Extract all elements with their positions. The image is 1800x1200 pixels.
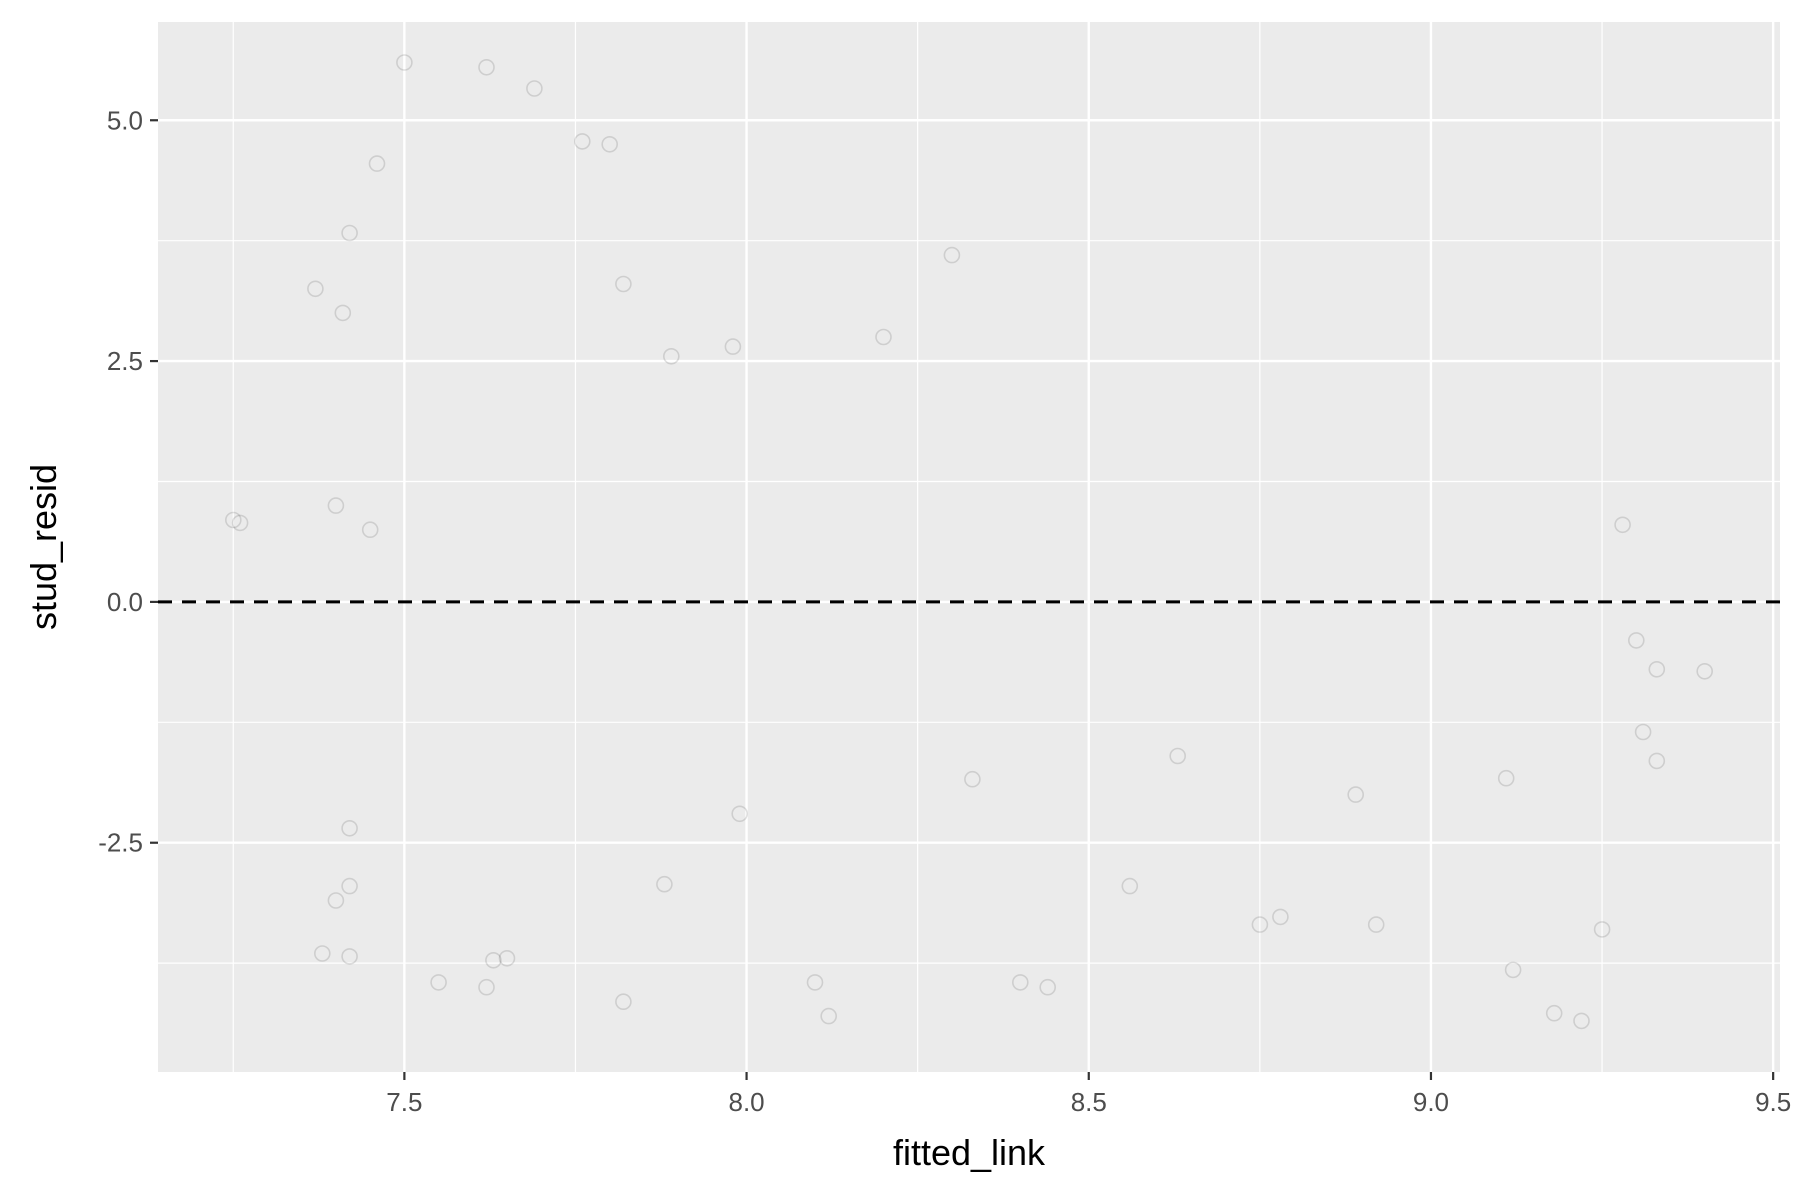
data-point [1011, 974, 1029, 991]
panel-background [158, 22, 1780, 1072]
x-tick-label: 9.5 [1755, 1087, 1791, 1117]
x-tick-label: 8.5 [1071, 1087, 1107, 1117]
data-point [478, 59, 495, 76]
data-point [485, 951, 502, 969]
data-point [498, 949, 516, 967]
y-tick-label: 2.5 [107, 346, 143, 376]
data-point [1614, 516, 1631, 534]
data-point [1272, 908, 1289, 926]
data-point [1573, 1012, 1590, 1030]
data-point [334, 304, 352, 322]
grid-minor [158, 22, 1780, 1072]
x-tick-label: 8.0 [728, 1087, 764, 1117]
data-point [1251, 916, 1269, 933]
data-point [396, 54, 413, 71]
data-point [225, 511, 242, 529]
data-point [1648, 752, 1666, 770]
y-axis: -2.5 0.0 2.5 5.0 [98, 105, 158, 858]
data-point [1347, 786, 1364, 803]
data-point [478, 978, 495, 996]
data-point [1039, 978, 1056, 996]
data-point [1628, 632, 1645, 649]
data-point [430, 974, 447, 991]
x-axis-title: fitted_link [893, 1132, 1046, 1173]
data-point [368, 155, 386, 172]
data-point [1367, 916, 1385, 933]
y-axis-title: stud_resid [23, 464, 64, 630]
data-point [231, 514, 249, 532]
data-point [341, 877, 358, 895]
data-point [943, 246, 961, 264]
x-axis: 7.5 8.0 8.5 9.0 9.5 [386, 1072, 1791, 1117]
grid-major [158, 22, 1780, 1072]
data-point [806, 974, 824, 991]
data-point [615, 275, 632, 293]
data-point [341, 948, 358, 965]
data-point [327, 497, 345, 514]
data-point [601, 136, 619, 153]
y-tick-label: 0.0 [107, 587, 143, 617]
data-point [1497, 769, 1515, 787]
data-point [615, 993, 632, 1011]
data-point [307, 280, 324, 298]
y-tick-label: 5.0 [107, 105, 143, 135]
y-tick-label: -2.5 [98, 828, 143, 858]
data-point [341, 224, 358, 242]
data-point [1696, 662, 1713, 680]
data-point [526, 80, 543, 97]
data-point [662, 347, 680, 365]
data-point [724, 338, 742, 355]
data-point [361, 521, 379, 539]
x-tick-label: 9.0 [1413, 1087, 1449, 1117]
data-point [341, 819, 358, 837]
data-point [875, 328, 892, 346]
data-point [313, 945, 331, 962]
data-point [656, 875, 673, 893]
data-point [1634, 723, 1652, 741]
data-point [1504, 961, 1522, 979]
data-point [964, 770, 981, 788]
data-point [1169, 747, 1186, 765]
data-point [1545, 1004, 1563, 1022]
data-point [1121, 877, 1139, 895]
data-point [573, 133, 591, 150]
data-point [820, 1007, 838, 1025]
data-point [731, 805, 749, 823]
data-point [327, 892, 345, 909]
data-point [1593, 921, 1611, 938]
data-point [1648, 660, 1666, 678]
data-points [225, 54, 1713, 1030]
x-tick-label: 7.5 [386, 1087, 422, 1117]
